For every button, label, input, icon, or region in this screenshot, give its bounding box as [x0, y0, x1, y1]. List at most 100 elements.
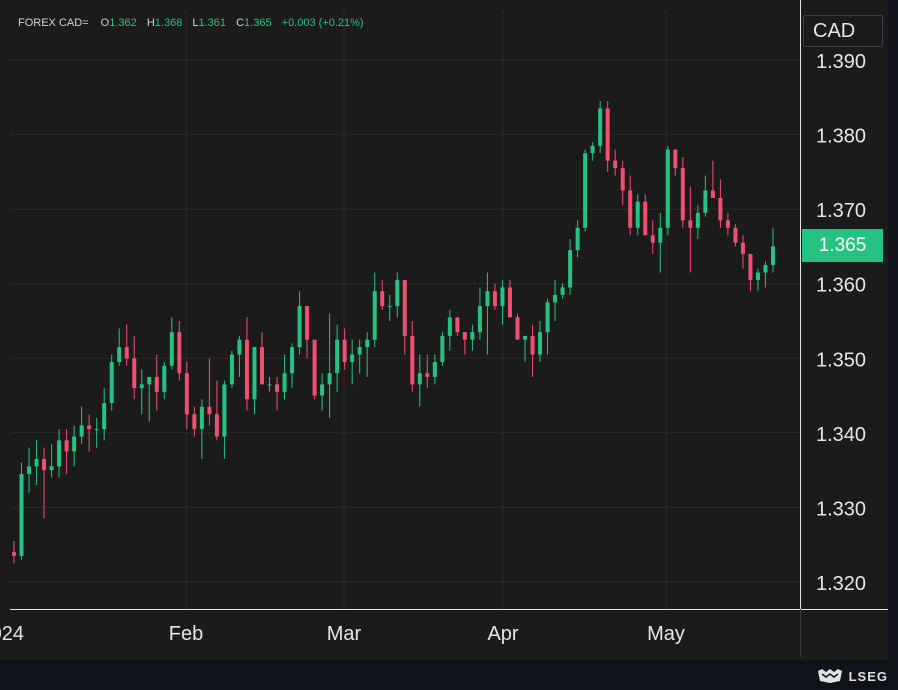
candle-body: [718, 197, 723, 221]
candle-body: [725, 220, 730, 228]
candle: [259, 332, 264, 385]
x-tick-label: Feb: [169, 623, 203, 645]
candle: [275, 376, 280, 411]
candle-body: [79, 425, 84, 437]
candle-body: [575, 227, 580, 251]
candle: [27, 447, 32, 493]
candle-body: [192, 414, 197, 430]
candle: [710, 160, 715, 198]
candle-body: [410, 335, 415, 385]
candle: [244, 317, 249, 411]
candle: [500, 279, 505, 325]
candle-body: [425, 373, 430, 377]
candle-body: [342, 339, 347, 363]
candle-body: [177, 332, 182, 374]
candle-body: [402, 279, 407, 336]
candle-body: [695, 212, 700, 228]
candle: [507, 279, 512, 318]
candle: [560, 283, 565, 299]
candle: [184, 362, 189, 430]
candle: [87, 414, 92, 452]
candle: [79, 406, 84, 445]
candle: [387, 294, 392, 321]
candle-body: [620, 168, 625, 191]
candle-body: [523, 335, 528, 340]
candle-body: [417, 373, 422, 385]
candle: [297, 291, 302, 355]
candle-body: [365, 339, 370, 348]
candle-body: [207, 406, 212, 415]
candle: [320, 373, 325, 411]
candle: [199, 399, 204, 459]
candle-body: [27, 466, 32, 474]
candle-body: [703, 190, 708, 213]
candle-body: [305, 306, 310, 340]
open-value: 1.362: [109, 17, 137, 29]
chart-frame: [0, 0, 888, 660]
y-tick-label: 1.390: [816, 51, 866, 73]
y-tick-label: 1.380: [816, 126, 866, 148]
candle: [49, 444, 54, 478]
candle: [117, 328, 122, 366]
candle: [665, 145, 670, 236]
candle: [620, 160, 625, 206]
candle: [650, 220, 655, 254]
candle: [57, 429, 62, 478]
candle: [740, 235, 745, 269]
close-label: C: [236, 17, 245, 29]
candle: [102, 388, 107, 441]
candle-body: [583, 153, 588, 228]
y-tick-label: 1.340: [816, 424, 866, 446]
candle-body: [560, 287, 565, 295]
candle-body: [605, 108, 610, 161]
candle: [462, 332, 467, 355]
candle-body: [154, 376, 159, 392]
candle-body: [771, 246, 775, 266]
candle-body: [19, 473, 24, 556]
candle: [771, 227, 775, 273]
candle: [395, 272, 400, 318]
candle: [214, 380, 219, 441]
candle-body: [275, 384, 280, 392]
candle: [575, 220, 580, 258]
y-tick-label: 1.320: [816, 573, 866, 595]
candle: [72, 425, 77, 467]
candle-body: [57, 440, 62, 467]
candle-body: [222, 384, 227, 437]
candle-body: [763, 265, 768, 273]
candle-body: [267, 384, 272, 386]
candle: [64, 429, 69, 474]
candle: [290, 343, 295, 389]
candle: [342, 328, 347, 370]
candle: [147, 376, 152, 422]
candle-body: [139, 384, 144, 389]
candle: [350, 339, 355, 385]
x-tick-label: May: [647, 623, 685, 645]
candle: [605, 101, 610, 172]
candle-body: [282, 373, 287, 392]
candle: [402, 279, 407, 355]
candle-body: [755, 272, 760, 280]
candle: [94, 417, 99, 448]
candle-body: [117, 347, 122, 363]
candle-body: [568, 250, 573, 288]
x-tick-label: Apr: [487, 623, 518, 645]
currency-selector[interactable]: CAD: [803, 15, 883, 47]
candle-body: [628, 190, 633, 228]
candle: [763, 261, 768, 288]
y-tick-label: 1.350: [816, 349, 866, 371]
change-value: +0.003 (+0.21%): [281, 17, 364, 29]
candle: [109, 354, 114, 411]
candle-body: [650, 235, 655, 243]
candle-body: [710, 190, 715, 198]
candle: [470, 324, 475, 351]
candlestick-chart: 1.390 1.380 1.370 1.360 1.350 1.340 1.330 1.320…: [0, 0, 888, 657]
candle: [545, 298, 550, 355]
candle-body: [49, 466, 54, 471]
ohlc-header: FOREX CAD= O1.362 H1.368 L1.361 C1.365 +…: [18, 17, 364, 29]
candle-body: [673, 149, 678, 169]
candle: [162, 362, 167, 400]
candle: [410, 321, 415, 392]
candle: [598, 101, 603, 154]
candle: [447, 309, 452, 351]
